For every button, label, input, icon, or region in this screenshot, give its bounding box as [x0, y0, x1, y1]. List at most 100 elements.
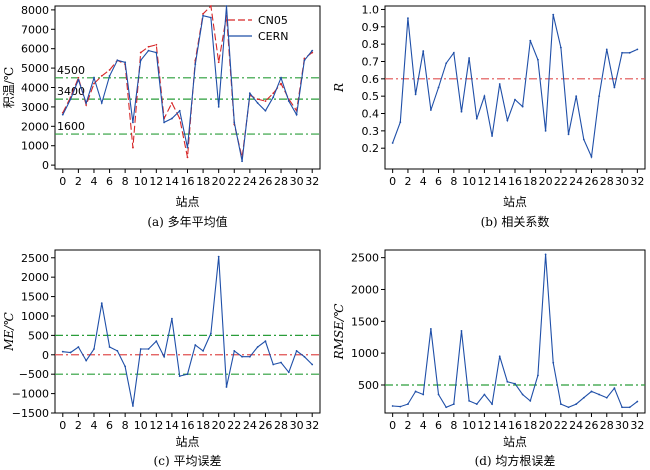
data-point [429, 328, 432, 330]
data-point [559, 46, 562, 49]
data-point [85, 359, 88, 362]
data-point [399, 405, 402, 408]
data-point [483, 393, 486, 396]
data-point [414, 93, 417, 96]
data-point [468, 57, 471, 59]
data-point [621, 406, 623, 409]
x-tick-label: 22 [227, 175, 241, 188]
y-axis-label: 积温/℃ [2, 67, 16, 108]
data-point [186, 156, 189, 159]
x-tick-label: 0 [59, 175, 66, 188]
y-tick-label: 4000 [21, 82, 49, 95]
y-tick-label: 500 [358, 379, 379, 392]
series-line-0 [392, 14, 638, 159]
x-tick-label: 20 [539, 419, 553, 432]
data-point [399, 121, 402, 124]
y-tick-label: 0.5 [362, 90, 380, 103]
data-point [422, 393, 425, 396]
x-tick-label: 8 [450, 419, 457, 432]
data-point [256, 346, 259, 348]
data-point [605, 396, 608, 399]
data-point [171, 102, 173, 104]
data-point [414, 390, 417, 393]
panel-caption: (d) 均方根误差 [475, 453, 556, 468]
x-tick-label: 12 [477, 175, 491, 188]
data-point [248, 92, 251, 95]
x-tick-label: 22 [554, 175, 568, 188]
x-tick-label: 0 [389, 175, 396, 188]
x-tick-label: 20 [539, 175, 553, 188]
data-point [437, 393, 440, 396]
data-point [77, 346, 80, 348]
data-point [445, 62, 448, 65]
x-tick-label: 18 [523, 175, 537, 188]
y-tick-label: 2500 [21, 252, 49, 265]
series-line-0 [62, 256, 313, 407]
data-point [108, 69, 111, 71]
y-axis-label: R [332, 83, 346, 93]
data-point [85, 102, 88, 104]
data-point [311, 51, 314, 54]
x-tick-label: 12 [477, 419, 491, 432]
data-point [194, 63, 197, 66]
y-tick-label: 2000 [351, 283, 379, 296]
data-point [498, 355, 501, 358]
x-tick-label: 2 [75, 175, 82, 188]
y-axis-label: ME/℃ [2, 312, 16, 352]
x-tick-label: 28 [274, 419, 288, 432]
data-point [178, 375, 181, 378]
x-axis-label: 站点 [175, 195, 199, 209]
data-point [163, 121, 166, 124]
data-point [468, 400, 471, 402]
data-point [272, 96, 275, 99]
y-tick-label: −500 [19, 368, 49, 381]
data-point [303, 59, 306, 62]
data-point [575, 403, 578, 405]
reference-line-label: 1600 [57, 120, 85, 133]
x-tick-label: 12 [149, 419, 163, 432]
x-tick-label: 6 [435, 175, 442, 188]
x-tick-label: 2 [404, 419, 411, 432]
data-point [445, 406, 448, 409]
data-point [100, 74, 103, 77]
panel-caption: (c) 平均误差 [154, 454, 222, 468]
legend: CN05 CERN [228, 14, 289, 43]
y-tick-label: 0.6 [362, 73, 380, 86]
data-point [225, 386, 228, 388]
data-point [590, 155, 593, 158]
x-tick-label: 24 [569, 419, 583, 432]
x-tick-label: 28 [600, 175, 614, 188]
y-axis-label: RMSE/℃ [332, 303, 346, 360]
data-point [264, 100, 267, 102]
x-tick-label: 26 [258, 175, 272, 188]
data-point [202, 14, 204, 17]
y-tick-label: 6000 [21, 43, 49, 56]
data-point [186, 373, 189, 376]
x-tick-label: 6 [435, 419, 442, 432]
y-tick-label: 0.8 [362, 38, 380, 51]
data-point [582, 138, 585, 141]
data-point [202, 12, 204, 15]
data-point [256, 98, 259, 101]
data-point [147, 45, 150, 48]
x-tick-label: 30 [615, 419, 629, 432]
x-tick-label: 26 [584, 419, 598, 432]
x-tick-label: 18 [196, 419, 210, 432]
y-tick-label: 1000 [21, 310, 49, 323]
data-point [460, 110, 463, 113]
data-point [280, 361, 282, 364]
data-point [636, 400, 639, 403]
data-point [93, 76, 95, 79]
axes-frame [54, 249, 321, 414]
data-point [217, 106, 220, 108]
panel-d: 0 2 4 6 8 10 12 14 16 18 20 22 24 26 28 30 3250010001500… [332, 249, 646, 468]
data-point [460, 329, 463, 332]
data-point [506, 380, 509, 383]
data-point [124, 61, 127, 64]
data-point [132, 405, 134, 407]
data-point [613, 86, 616, 89]
data-point [116, 350, 119, 352]
y-tick-label: 1000 [351, 347, 379, 360]
data-point [272, 363, 275, 366]
